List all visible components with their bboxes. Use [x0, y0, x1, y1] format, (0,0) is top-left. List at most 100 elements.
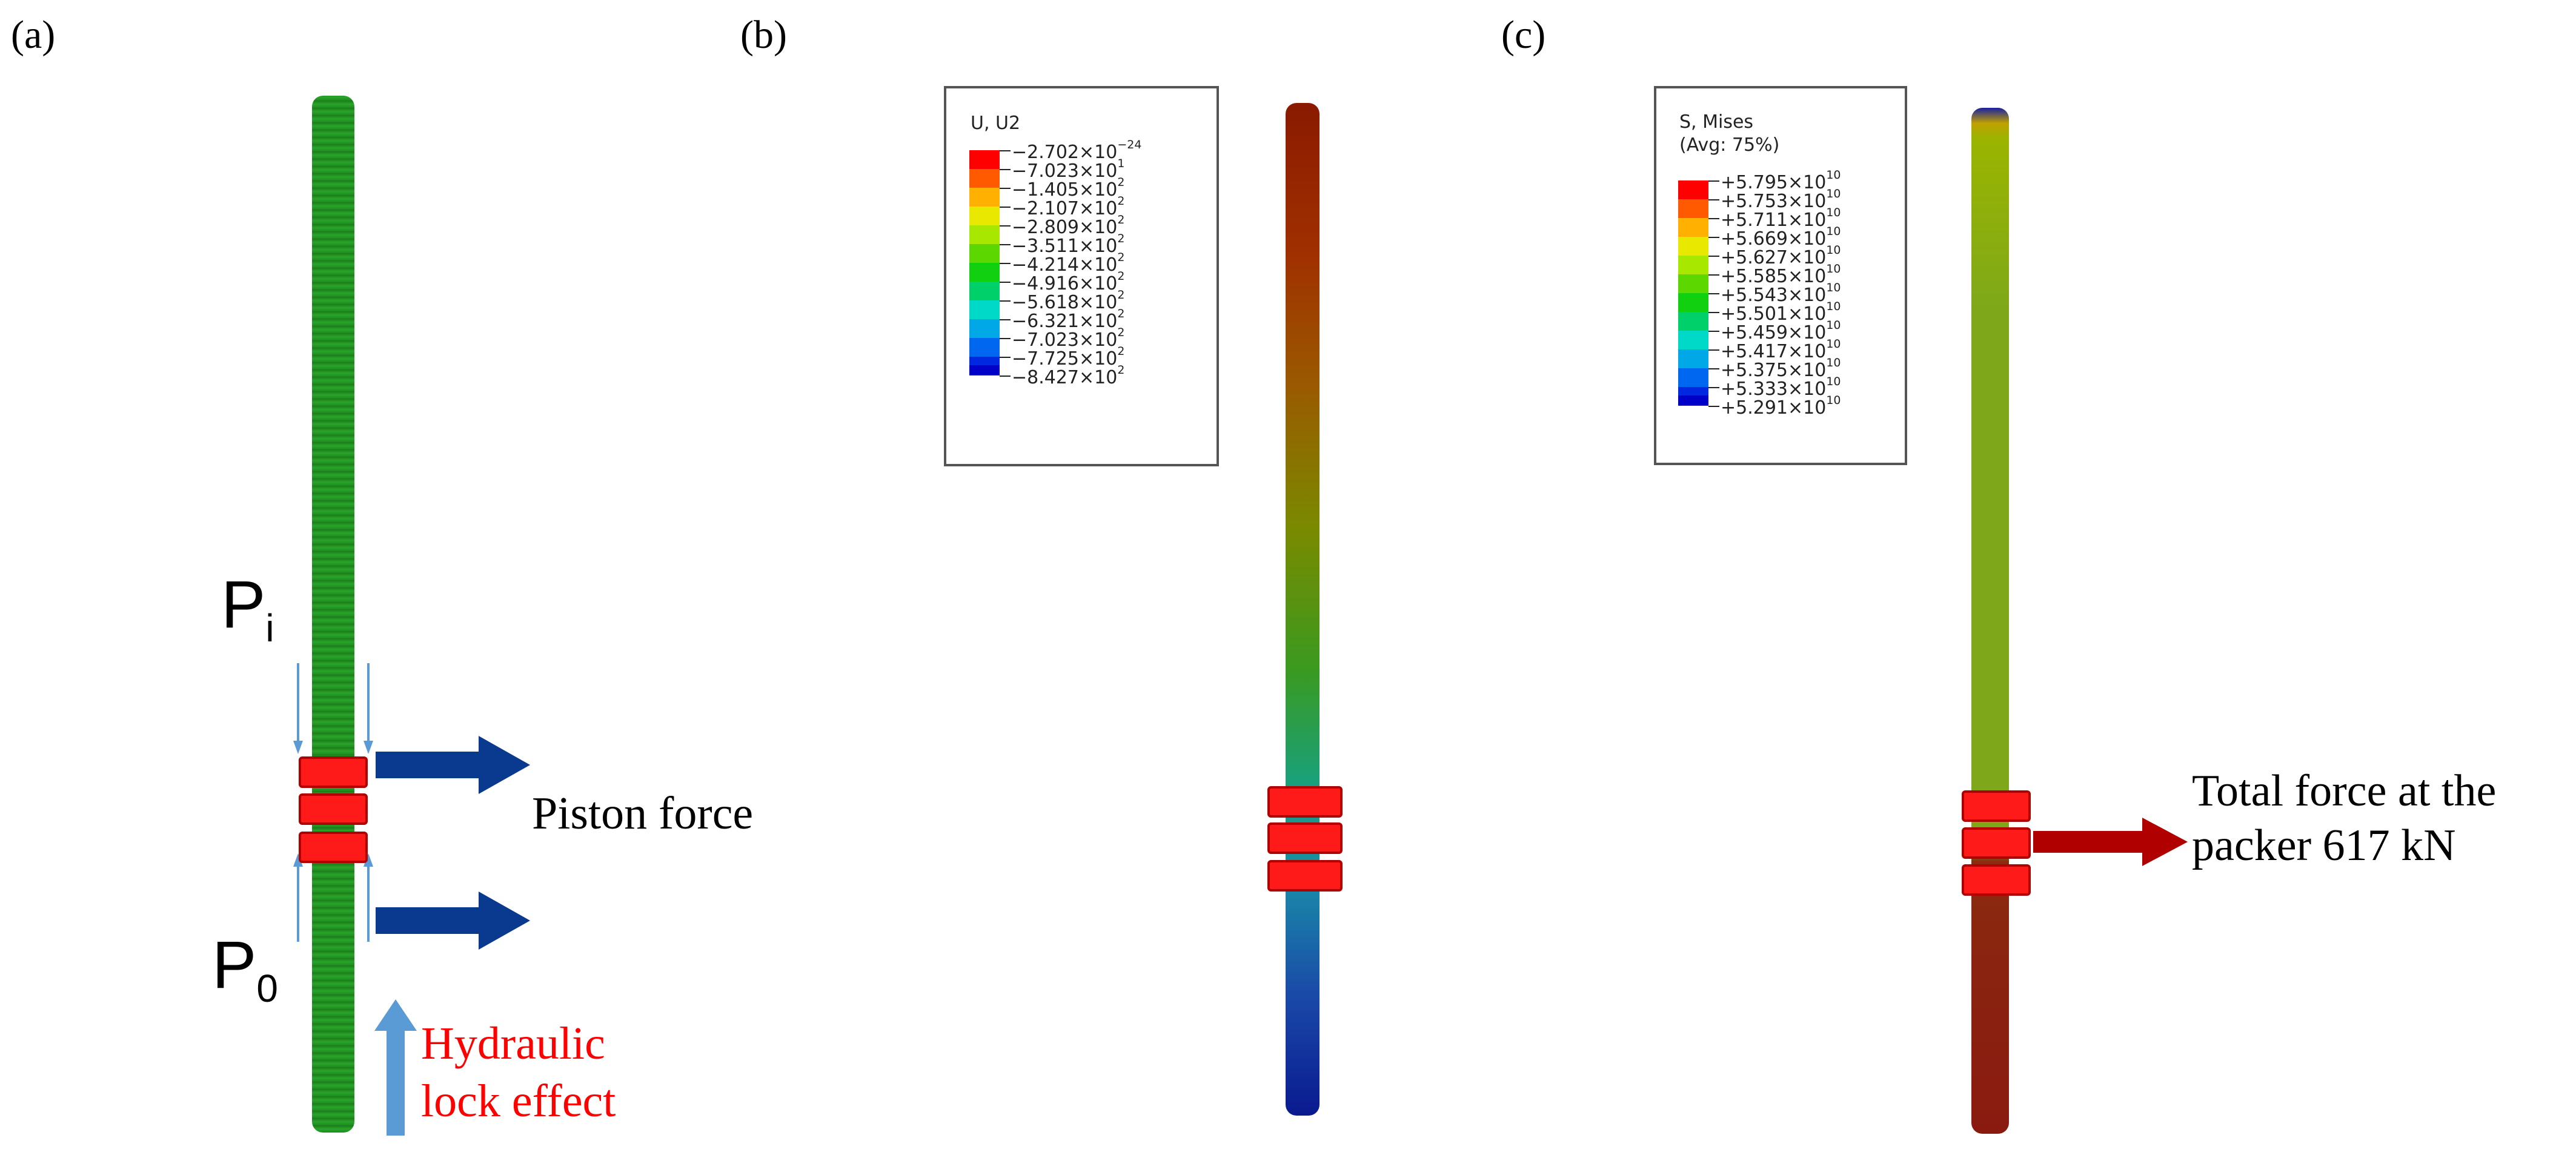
displacement-legend-value: −8.427×102: [1012, 363, 1125, 388]
displacement-legend-swatch: [969, 365, 1000, 375]
mises-legend-title-line1: S, Mises: [1679, 111, 1754, 133]
packer-mid-a: [299, 793, 368, 825]
displacement-legend-swatch: [969, 169, 1000, 188]
displacement-legend-title: U, U2: [971, 113, 1021, 134]
displacement-legend-swatch: [969, 150, 1000, 169]
displacement-legend-tick: [1000, 357, 1011, 358]
hydraulic-lock-label-line2: lock effect: [421, 1076, 616, 1127]
displacement-legend-value: −7.023×102: [1012, 326, 1125, 351]
displacement-legend-tick: [1000, 150, 1011, 151]
displacement-legend-value: −5.618×102: [1012, 288, 1125, 313]
displacement-legend-tick: [1000, 376, 1011, 377]
piston-force-label: Piston force: [532, 788, 754, 839]
mises-legend-value: +5.669×1010: [1721, 225, 1841, 250]
mises-legend-value: +5.753×1010: [1721, 187, 1841, 212]
displacement-legend-tick: [1000, 282, 1011, 283]
mises-legend-swatch: [1678, 331, 1708, 349]
hydraulic-lock-label-line1: Hydraulic: [421, 1018, 605, 1069]
packer-bottom-a: [299, 832, 368, 863]
pressure-arrows-a: [293, 663, 373, 942]
total-force-label-line2: packer 617 kN: [2192, 821, 2456, 870]
displacement-legend-value: −2.107×102: [1012, 194, 1125, 219]
total-force-arrow: [2033, 818, 2188, 866]
pressure-outer-label: P0: [212, 928, 278, 1010]
piston-force-arrow-lower: [376, 892, 530, 950]
mises-legend-value: +5.627×1010: [1721, 243, 1841, 268]
mises-legend-swatch: [1678, 199, 1708, 218]
displacement-legend-tick: [1000, 169, 1011, 170]
displacement-legend-value: −6.321×102: [1012, 307, 1125, 332]
mises-legend-value: +5.375×1010: [1721, 356, 1841, 381]
mises-legend-value: +5.711×1010: [1721, 206, 1841, 231]
mises-legend-swatch: [1678, 237, 1708, 256]
mises-legend-value: +5.333×1010: [1721, 375, 1841, 400]
packer-top-a: [299, 756, 368, 788]
displacement-legend-swatch: [969, 338, 1000, 357]
packer-mid-b: [1267, 822, 1343, 854]
displacement-legend-tick: [1000, 207, 1011, 208]
mises-legend-tick: [1708, 237, 1719, 238]
displacement-legend-swatch: [969, 263, 1000, 282]
displacement-legend-tick: [1000, 263, 1011, 264]
mises-legend-tick: [1708, 349, 1719, 351]
packer-bottom-b: [1267, 860, 1343, 892]
displacement-legend-swatch: [969, 282, 1000, 300]
displacement-legend-value: −4.214×102: [1012, 251, 1125, 276]
mises-legend-swatch: [1678, 395, 1708, 405]
displacement-legend-tick: [1000, 244, 1011, 245]
displacement-legend-swatch: [969, 244, 1000, 263]
mises-legend-swatch: [1678, 312, 1708, 331]
pressure-inner-label: Pi: [221, 567, 274, 650]
mises-legend-tick: [1708, 274, 1719, 276]
panel-a-label: (a): [11, 13, 56, 57]
displacement-legend-swatch: [969, 207, 1000, 225]
displacement-legend-swatch: [969, 188, 1000, 207]
displacement-legend-value: −7.023×101: [1012, 157, 1125, 182]
mises-legend-value: +5.291×1010: [1721, 394, 1841, 419]
packer-mid-c: [1962, 827, 2031, 859]
piston-force-arrow-upper: [376, 736, 530, 794]
displacement-legend-tick: [1000, 338, 1011, 339]
packer-bottom-c: [1962, 864, 2031, 896]
displacement-legend-value: −1.405×102: [1012, 176, 1125, 200]
mises-legend-tick: [1708, 406, 1719, 407]
panel-b-label: (b): [740, 13, 787, 57]
mises-legend-tick: [1708, 312, 1719, 313]
displacement-legend-tick: [1000, 188, 1011, 189]
mises-legend-swatch: [1678, 180, 1708, 199]
mises-legend-value: +5.417×1010: [1721, 337, 1841, 362]
mises-legend-tick: [1708, 218, 1719, 219]
mises-legend-value: +5.543×1010: [1721, 281, 1841, 306]
total-force-label-line1: Total force at the: [2192, 766, 2497, 816]
displacement-legend-swatch: [969, 300, 1000, 319]
mises-legend-value: +5.459×1010: [1721, 319, 1841, 343]
displacement-legend: U, U2 −2.702×10−24 −7.023×101 −1.405×102 −2…: [944, 86, 1219, 466]
displacement-legend-tick: [1000, 319, 1011, 320]
mises-legend-swatch: [1678, 349, 1708, 368]
hydraulic-lock-arrow: [374, 999, 417, 1136]
displacement-legend-tick: [1000, 300, 1011, 302]
displacement-legend-value: −3.511×102: [1012, 232, 1125, 257]
displacement-legend-value: −2.809×102: [1012, 213, 1125, 238]
tubing-string-b: [1286, 103, 1320, 1116]
mises-legend-value: +5.501×1010: [1721, 300, 1841, 325]
mises-legend-tick: [1708, 256, 1719, 257]
mises-legend-tick: [1708, 331, 1719, 332]
mises-legend-swatch: [1678, 218, 1708, 237]
tubing-string-c: [1971, 108, 2009, 1134]
tubing-string-a: [312, 96, 354, 1133]
mises-legend-tick: [1708, 293, 1719, 294]
mises-legend-tick: [1708, 368, 1719, 369]
mises-legend-tick: [1708, 180, 1719, 182]
mises-legend-swatch: [1678, 274, 1708, 293]
mises-legend-title-line2: (Avg: 75%): [1679, 134, 1780, 156]
displacement-legend-value: −2.702×10−24: [1012, 138, 1142, 163]
panel-c-label: (c): [1501, 13, 1546, 57]
displacement-legend-tick: [1000, 225, 1011, 227]
displacement-legend-value: −4.916×102: [1012, 270, 1125, 294]
displacement-legend-swatch: [969, 319, 1000, 338]
mises-legend-swatch: [1678, 293, 1708, 312]
packer-top-c: [1962, 790, 2031, 822]
mises-legend-swatch: [1678, 368, 1708, 387]
mises-legend-value: +5.585×1010: [1721, 262, 1841, 287]
